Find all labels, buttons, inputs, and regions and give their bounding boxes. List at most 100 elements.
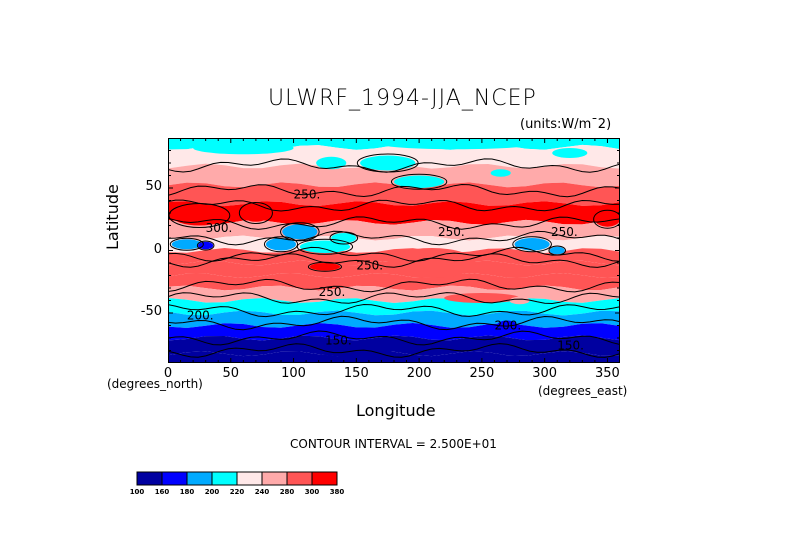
colorbar-label: 180 (179, 488, 195, 496)
contour-line (169, 237, 204, 251)
field-region (309, 263, 341, 271)
contour-label: 300. (206, 221, 233, 235)
colorbar-swatch (186, 471, 213, 486)
contour-line (168, 216, 620, 230)
contour-line (329, 231, 359, 245)
anomaly-layer (171, 139, 620, 357)
field-region (496, 320, 518, 331)
contour-line (238, 202, 273, 224)
contour-labels: 300. 250. 250. 250. 250. 250. 200. 200. 150. 150. (187, 187, 584, 352)
field-region (552, 148, 588, 158)
colorbar-swatch (311, 471, 338, 486)
x-tick-label: 350 (595, 366, 620, 381)
contour-line (593, 209, 620, 229)
colorbar-label: 160 (154, 488, 170, 496)
y-tick-label: -50 (140, 304, 162, 319)
colorbar-swatch (211, 471, 238, 486)
field-region (549, 246, 565, 255)
zonal-band (168, 163, 620, 188)
contour-line (356, 153, 419, 173)
contour-layer (168, 153, 620, 358)
field-region (509, 296, 530, 305)
contour-label: 150. (557, 339, 584, 353)
field-region (316, 156, 347, 170)
x-tick-label: 200 (406, 366, 432, 381)
contour-line (168, 343, 620, 358)
contour-line (196, 240, 215, 251)
colorbar-label: 220 (229, 488, 245, 496)
x-tick-label: 50 (222, 366, 240, 381)
field-region (265, 238, 297, 251)
contour-label: 250. (294, 187, 321, 201)
contour-line (168, 230, 620, 246)
colorbar-label: 100 (129, 488, 145, 496)
contour-line (168, 158, 620, 173)
colorbar-label: 300 (304, 488, 320, 496)
contour-label: 250. (356, 259, 383, 273)
field-region (318, 349, 394, 357)
field-region (171, 239, 202, 250)
field-region (514, 238, 550, 251)
field-region (394, 175, 445, 188)
contour-label: 250. (319, 285, 346, 299)
colorbar-swatch (161, 471, 188, 486)
field-region (490, 169, 511, 177)
x-tick-label: 300 (532, 366, 558, 381)
field-region (282, 224, 318, 240)
colorbar-swatch (261, 471, 288, 486)
units-label: (units:W/m¯2) (520, 117, 612, 132)
field-region (360, 155, 416, 171)
contour-line (263, 236, 299, 253)
y-tick-label: 0 (153, 241, 162, 257)
contour-line (168, 199, 620, 212)
x-tick-label: 250 (469, 366, 495, 381)
contour-label: 250. (438, 225, 465, 239)
contour-line (168, 183, 620, 198)
x-tick-label: 0 (163, 366, 173, 381)
field-region (594, 211, 620, 227)
chart-title: ULWRF_1994-JJA_NCEP (268, 86, 537, 111)
contour-line (390, 173, 448, 190)
plot-area: 300. 250. 250. 250. 250. 250. 200. 200. 150. 150. (168, 138, 620, 363)
y-tick-label: 50 (145, 179, 162, 194)
contour-line (279, 222, 320, 242)
zonal-band (168, 335, 620, 357)
field-region (387, 248, 476, 278)
colorbar-swatch (236, 471, 263, 486)
contour-label: 200. (187, 309, 214, 323)
contour-label: 250. (551, 225, 578, 239)
contour-label: 200. (494, 319, 521, 333)
colorbar-label: 380 (329, 488, 345, 496)
contour-line (168, 315, 620, 331)
x-axis-label: Longitude (356, 401, 436, 420)
contour-interval-label: CONTOUR INTERVAL = 2.500E+01 (290, 437, 497, 451)
zonal-band (168, 273, 620, 291)
contour-line (168, 253, 620, 268)
contour-line (548, 245, 567, 256)
contour-line (296, 238, 354, 255)
x-unit-note: (degrees_east) (538, 384, 628, 398)
colorbar (136, 471, 338, 486)
field-region (193, 141, 294, 155)
axis-ticks (168, 138, 620, 363)
colorbar-label: 200 (204, 488, 220, 496)
zonal-band (168, 182, 620, 207)
contour-line (307, 261, 343, 272)
contour-label: 150. (325, 334, 352, 348)
contour-line (512, 236, 552, 253)
contour-line (168, 292, 620, 305)
colorbar-swatch (286, 471, 313, 486)
field-region (171, 205, 228, 226)
contour-line (168, 203, 231, 228)
y-axis-label: Latitude (103, 184, 122, 250)
x-tick-label: 100 (281, 366, 306, 381)
x-tick-label: 150 (343, 366, 369, 381)
colorbar-label: 240 (254, 488, 270, 496)
field-region (240, 204, 271, 222)
contour-line (168, 278, 620, 293)
colorbar-swatch (136, 471, 163, 486)
colorbar-label: 280 (279, 488, 295, 496)
contour-line (168, 303, 620, 318)
y-unit-note: (degrees_north) (107, 377, 203, 391)
contour-line (168, 330, 620, 346)
